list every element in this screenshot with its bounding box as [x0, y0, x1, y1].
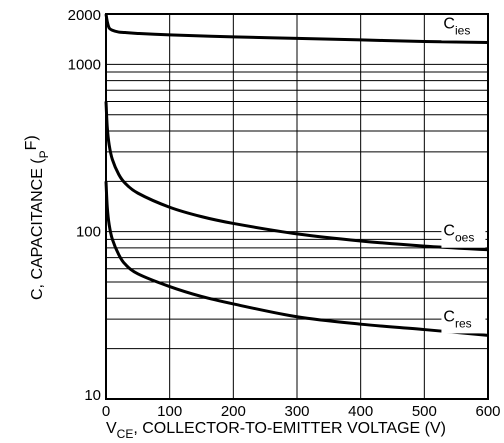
series-line-ies [104, 13, 489, 45]
y-tick-label: 2000 [68, 7, 101, 24]
x-tick-label: 0 [102, 403, 110, 420]
series-label-res: Cres [443, 308, 471, 330]
x-tick-label: 300 [284, 403, 309, 420]
series-label-ies: Cies [443, 16, 470, 38]
y-tick-label: 10 [84, 387, 101, 404]
x-tick-label: 400 [348, 403, 373, 420]
x-tick-label: 500 [412, 403, 437, 420]
series-label-oes: Coes [443, 223, 474, 245]
series-label-bg [441, 14, 486, 41]
x-tick-label: 200 [221, 403, 246, 420]
series-labels: Cies Coes Cres [441, 14, 486, 334]
plot-frame [105, 13, 489, 400]
series-label-bg [441, 307, 486, 334]
grid [105, 14, 489, 399]
x-tick-label: 600 [475, 403, 500, 420]
y-tick-label: 100 [76, 224, 101, 241]
x-tick-label: 100 [157, 403, 182, 420]
x-axis-label: VCE, COLLECTOR-TO-EMITTER VOLTAGE (V) [106, 420, 446, 441]
series-line-res [104, 181, 489, 337]
y-axis-label: C, CAPACITANCE (PF) [23, 135, 51, 300]
series-line-oes [104, 101, 489, 252]
tick-labels: 0 100 200 300 400 500 600 10 100 1000 2000 [68, 7, 501, 420]
y-tick-label: 1000 [68, 56, 101, 73]
series-lines [104, 13, 489, 337]
series-label-bg [441, 221, 486, 248]
